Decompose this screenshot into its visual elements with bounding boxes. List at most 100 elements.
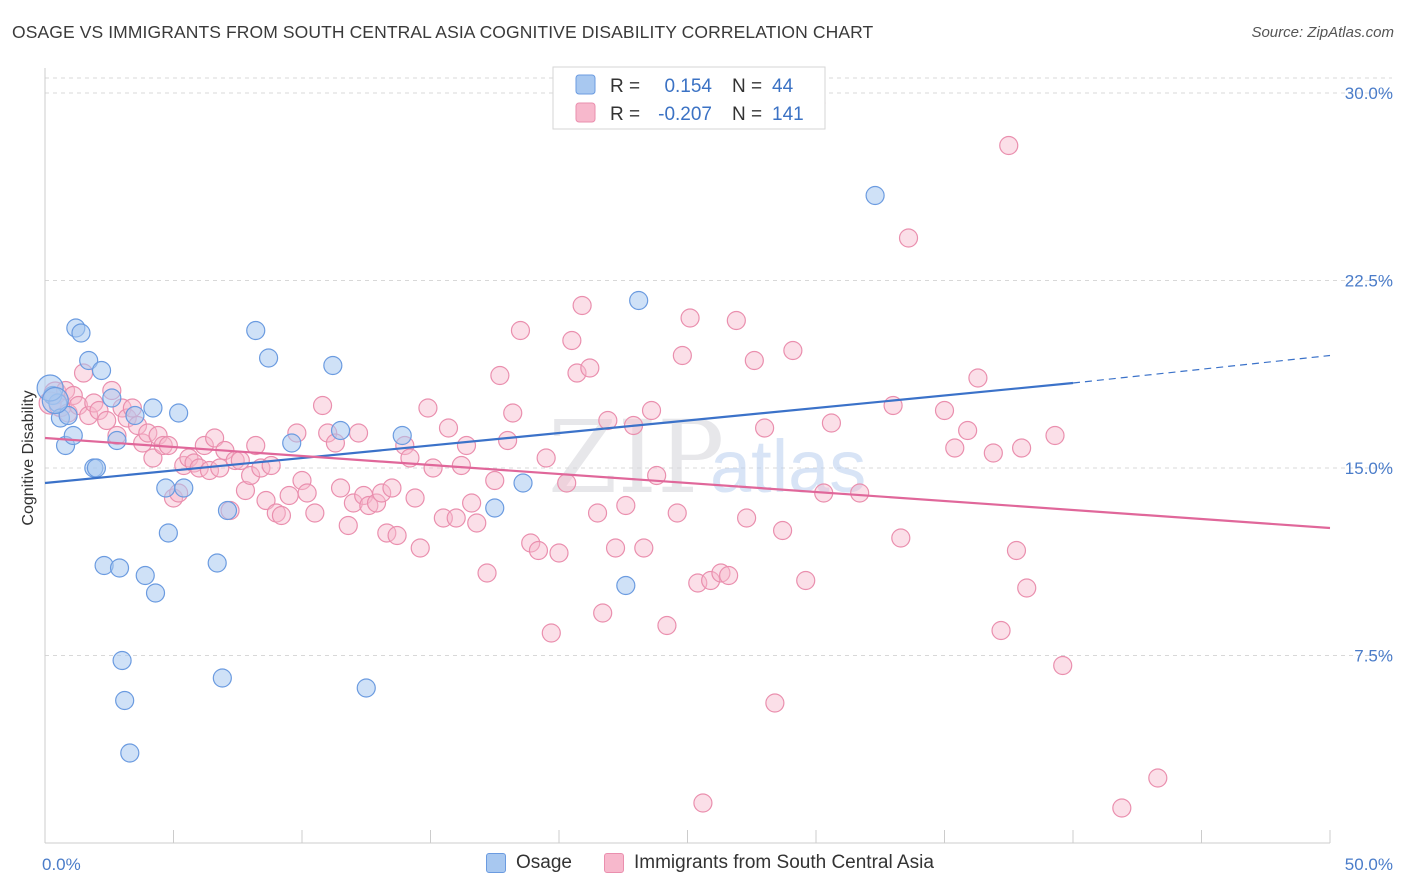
point-osage-38 xyxy=(513,473,533,493)
point-immigrants-91 xyxy=(567,363,587,383)
point-immigrants-55 xyxy=(338,515,358,536)
x-tick-label-0: 0.0% xyxy=(42,855,81,874)
point-osage-8 xyxy=(79,350,99,371)
point-osage-41 xyxy=(865,185,885,206)
point-immigrants-73 xyxy=(446,508,466,528)
legend-r-value-immigrants: -0.207 xyxy=(658,104,712,125)
point-immigrants-126 xyxy=(898,228,919,248)
bottom-legend-immigrants: Immigrants from South Central Asia xyxy=(604,852,934,874)
point-immigrants-104 xyxy=(667,503,687,523)
point-immigrants-88 xyxy=(549,543,569,563)
point-immigrants-114 xyxy=(744,350,764,371)
point-immigrants-139 xyxy=(1112,798,1132,818)
point-immigrants-118 xyxy=(783,340,803,361)
point-osage-28 xyxy=(212,668,232,688)
point-immigrants-131 xyxy=(983,443,1003,463)
bottom-legend-osage: Osage xyxy=(486,852,572,874)
point-immigrants-103 xyxy=(657,615,677,636)
tick-labels: 7.5% 15.0% 22.5% 30.0% 0.0% 50.0% xyxy=(42,84,1393,874)
point-osage-21 xyxy=(143,398,163,418)
bottom-legend: Osage Immigrants from South Central Asia xyxy=(0,852,1406,878)
trend-line-osage xyxy=(44,381,1074,485)
point-osage-25 xyxy=(169,403,189,423)
point-immigrants-122 xyxy=(821,413,842,433)
legend-swatch-osage xyxy=(575,74,596,95)
point-immigrants-33 xyxy=(210,458,230,478)
legend-r-label-immigrants: R = xyxy=(610,104,640,125)
legend-n-value-immigrants: 141 xyxy=(772,104,804,125)
point-osage-34 xyxy=(330,420,351,441)
series-osage-points xyxy=(36,185,885,763)
point-immigrants-61 xyxy=(372,483,392,503)
point-immigrants-123 xyxy=(850,483,870,503)
point-osage-7 xyxy=(71,323,91,343)
point-immigrants-97 xyxy=(605,538,626,558)
point-immigrants-86 xyxy=(536,448,556,468)
point-osage-20 xyxy=(135,565,155,586)
point-immigrants-56 xyxy=(343,493,363,513)
point-osage-31 xyxy=(258,348,279,368)
point-osage-35 xyxy=(356,678,376,698)
point-osage-32 xyxy=(282,433,302,453)
point-immigrants-116 xyxy=(765,693,785,713)
point-immigrants-127 xyxy=(934,400,955,421)
point-osage-18 xyxy=(120,743,140,763)
point-immigrants-129 xyxy=(958,420,978,441)
point-immigrants-137 xyxy=(1045,425,1065,446)
point-immigrants-82 xyxy=(503,403,523,423)
point-immigrants-49 xyxy=(297,483,317,503)
legend-n-label-immigrants: N = xyxy=(732,104,762,125)
point-osage-17 xyxy=(115,690,135,711)
point-osage-19 xyxy=(125,405,145,426)
point-immigrants-46 xyxy=(279,485,299,506)
legend-r-value-osage: 0.154 xyxy=(664,76,712,97)
point-osage-15 xyxy=(109,558,130,578)
point-immigrants-64 xyxy=(387,525,407,546)
y-tick-label-3: 30.0% xyxy=(1345,84,1393,103)
watermark-atlas: atlas xyxy=(710,425,866,508)
stats-legend: R = 0.154 N = 44 R = -0.207 N = 141 xyxy=(552,66,826,130)
point-immigrants-72 xyxy=(438,418,459,438)
point-immigrants-21 xyxy=(148,425,168,446)
point-immigrants-50 xyxy=(305,503,325,523)
point-immigrants-39 xyxy=(241,465,261,486)
point-osage-24 xyxy=(158,523,178,543)
source-label: Source: ZipAtlas.com xyxy=(1251,24,1394,41)
point-osage-23 xyxy=(156,478,176,498)
y-axis-label: Cognitive Disability xyxy=(20,390,37,525)
point-osage-10 xyxy=(86,458,107,478)
watermark: ZIP atlas xyxy=(548,399,866,516)
point-immigrants-87 xyxy=(541,623,561,643)
trend-lines xyxy=(44,354,1331,530)
point-immigrants-117 xyxy=(772,520,793,541)
point-immigrants-81 xyxy=(498,430,518,451)
point-immigrants-96 xyxy=(598,410,618,431)
point-immigrants-128 xyxy=(945,438,965,458)
point-immigrants-130 xyxy=(968,368,988,388)
point-immigrants-100 xyxy=(634,538,654,558)
point-immigrants-80 xyxy=(490,365,510,386)
point-immigrants-78 xyxy=(477,563,497,583)
point-osage-27 xyxy=(207,553,227,573)
trend-line-immigrants xyxy=(44,436,1331,530)
point-osage-11 xyxy=(91,360,112,381)
point-immigrants-75 xyxy=(456,435,477,456)
point-osage-36 xyxy=(392,425,412,446)
point-immigrants-51 xyxy=(312,395,333,416)
legend-n-label-osage: N = xyxy=(732,76,762,97)
point-immigrants-11 xyxy=(97,410,117,431)
point-osage-37 xyxy=(485,498,505,518)
chart-title: OSAGE VS IMMIGRANTS FROM SOUTH CENTRAL A… xyxy=(12,22,874,42)
point-immigrants-54 xyxy=(330,478,351,498)
point-immigrants-38 xyxy=(235,480,256,501)
point-immigrants-85 xyxy=(528,540,549,561)
point-immigrants-136 xyxy=(1017,578,1037,598)
point-immigrants-59 xyxy=(359,495,379,516)
bottom-legend-label-immigrants: Immigrants from South Central Asia xyxy=(634,852,934,873)
point-immigrants-112 xyxy=(726,310,746,331)
point-immigrants-111 xyxy=(719,565,739,586)
y-tick-label-0: 7.5% xyxy=(1354,647,1393,666)
point-immigrants-119 xyxy=(796,570,816,591)
bottom-legend-swatch-immigrants xyxy=(604,853,624,873)
